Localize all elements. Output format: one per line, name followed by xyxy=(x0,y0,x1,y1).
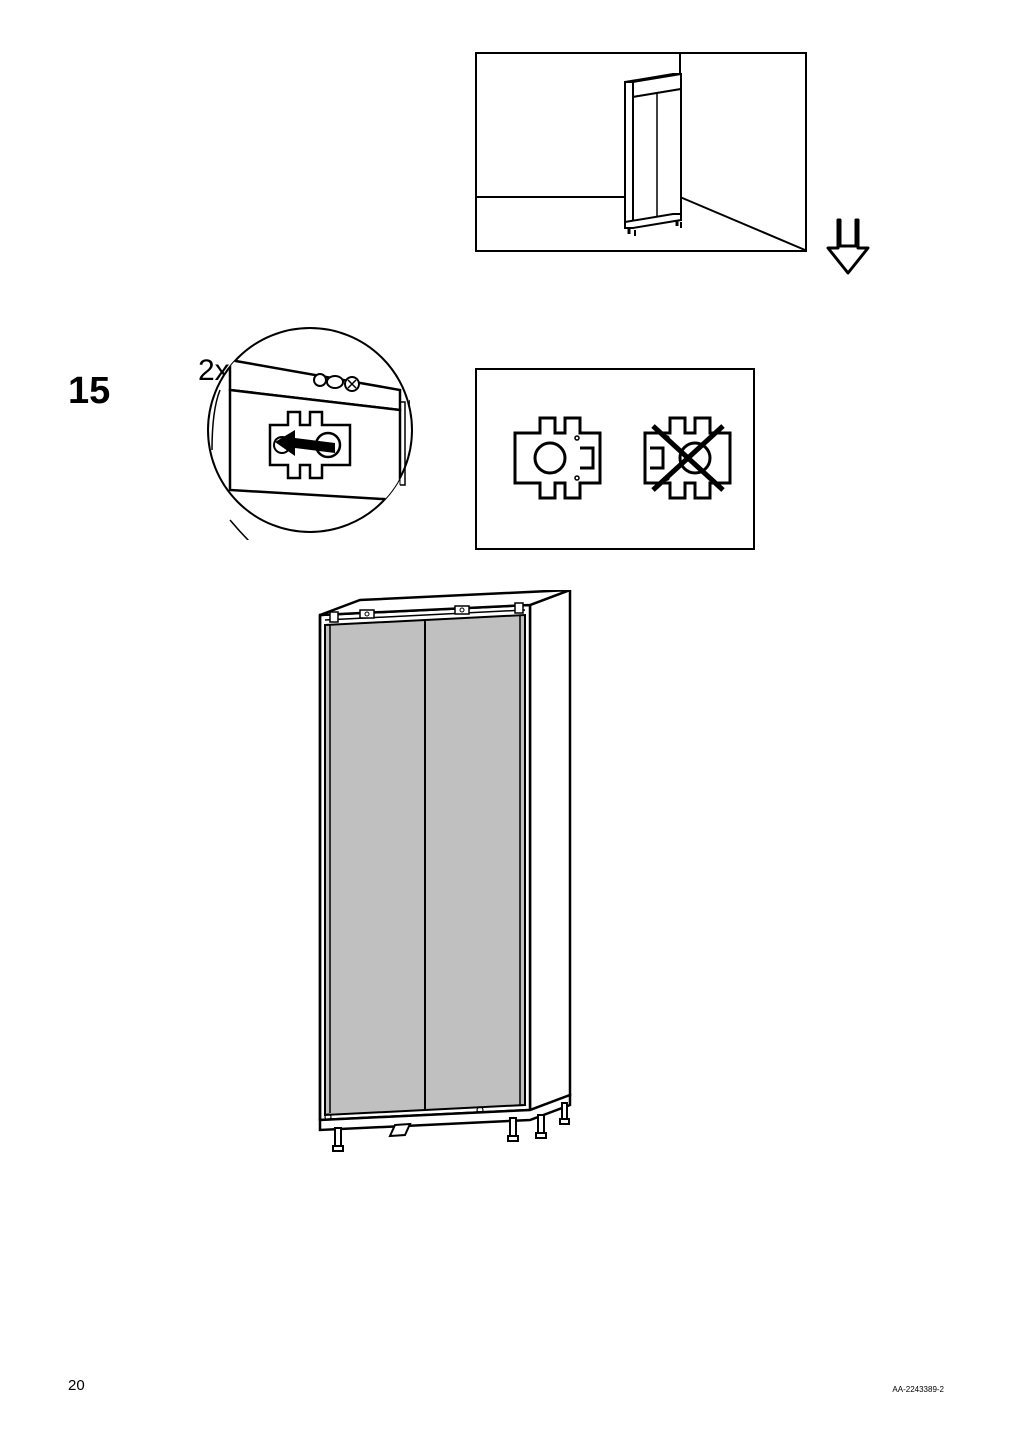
context-room-diagram xyxy=(475,52,807,252)
continue-arrow-icon xyxy=(824,218,872,278)
page-number: 20 xyxy=(68,1377,85,1394)
detail-callout-diagram xyxy=(200,320,420,540)
orientation-panel xyxy=(475,368,755,550)
document-id: AA-2243389-2 xyxy=(892,1385,944,1394)
step-number: 15 xyxy=(68,370,110,413)
cabinet-main-diagram xyxy=(300,590,590,1160)
